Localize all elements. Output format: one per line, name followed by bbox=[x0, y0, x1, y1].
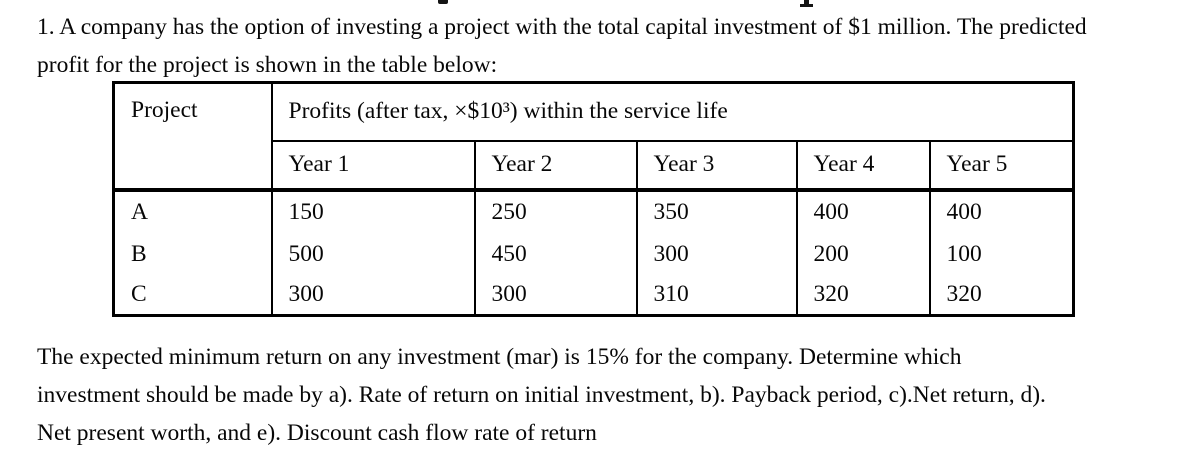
profit-value-cell: 300 bbox=[635, 232, 798, 276]
problem-statement: 1. A company has the option of investing… bbox=[37, 8, 1087, 84]
table-header-year-4: Year 4 bbox=[795, 139, 931, 192]
profit-value-cell: 150 bbox=[270, 189, 476, 233]
table-header-year-3: Year 3 bbox=[635, 139, 798, 192]
profit-value-cell: 100 bbox=[928, 232, 1075, 276]
profit-value-cell: 320 bbox=[928, 275, 1075, 316]
table-year-header-row: Year 1 Year 2 Year 3 Year 4 Year 5 bbox=[114, 139, 1075, 192]
profit-value-cell: 500 bbox=[270, 232, 476, 276]
profit-value-cell: 400 bbox=[928, 189, 1075, 233]
cropped-text-artifact bbox=[800, 4, 813, 7]
project-cell: C bbox=[112, 275, 273, 316]
profit-value-cell: 400 bbox=[795, 189, 931, 233]
table-header-year-5: Year 5 bbox=[928, 139, 1075, 192]
question-line-3: Net present worth, and e). Discount cash… bbox=[37, 420, 597, 446]
table-header-row: Project Profits (after tax, ×$10³) withi… bbox=[112, 82, 1075, 192]
project-cell: B bbox=[112, 232, 273, 276]
profit-value-cell: 200 bbox=[795, 232, 931, 276]
table-row: C 300 300 310 320 320 bbox=[112, 275, 1075, 316]
profit-value-cell: 300 bbox=[473, 275, 638, 316]
table-row: A 150 250 350 400 400 bbox=[112, 189, 1075, 233]
cropped-text-artifact bbox=[438, 0, 448, 4]
project-cell: A bbox=[112, 189, 273, 233]
table-header-year-2: Year 2 bbox=[473, 139, 638, 192]
profits-table: Project Profits (after tax, ×$10³) withi… bbox=[112, 81, 1076, 317]
problem-line-2: profit for the project is shown in the t… bbox=[37, 52, 498, 78]
profit-value-cell: 320 bbox=[795, 275, 931, 316]
profit-value-cell: 350 bbox=[635, 189, 798, 233]
table-header-profits: Profits (after tax, ×$10³) within the se… bbox=[270, 82, 1075, 142]
profit-value-cell: 450 bbox=[473, 232, 638, 276]
table-row: B 500 450 300 200 100 bbox=[112, 232, 1075, 276]
cropped-text-artifact bbox=[804, 0, 809, 5]
table-header-project: Project bbox=[112, 82, 273, 192]
question-line-1: The expected minimum return on any inves… bbox=[37, 344, 962, 370]
profit-value-cell: 310 bbox=[635, 275, 798, 316]
profit-value-cell: 250 bbox=[473, 189, 638, 233]
question-line-2: investment should be made by a). Rate of… bbox=[37, 382, 1046, 408]
table-header-year-1: Year 1 bbox=[270, 139, 476, 192]
question-text: The expected minimum return on any inves… bbox=[37, 338, 1046, 452]
profit-value-cell: 300 bbox=[270, 275, 476, 316]
problem-line-1: 1. A company has the option of investing… bbox=[37, 14, 1087, 40]
